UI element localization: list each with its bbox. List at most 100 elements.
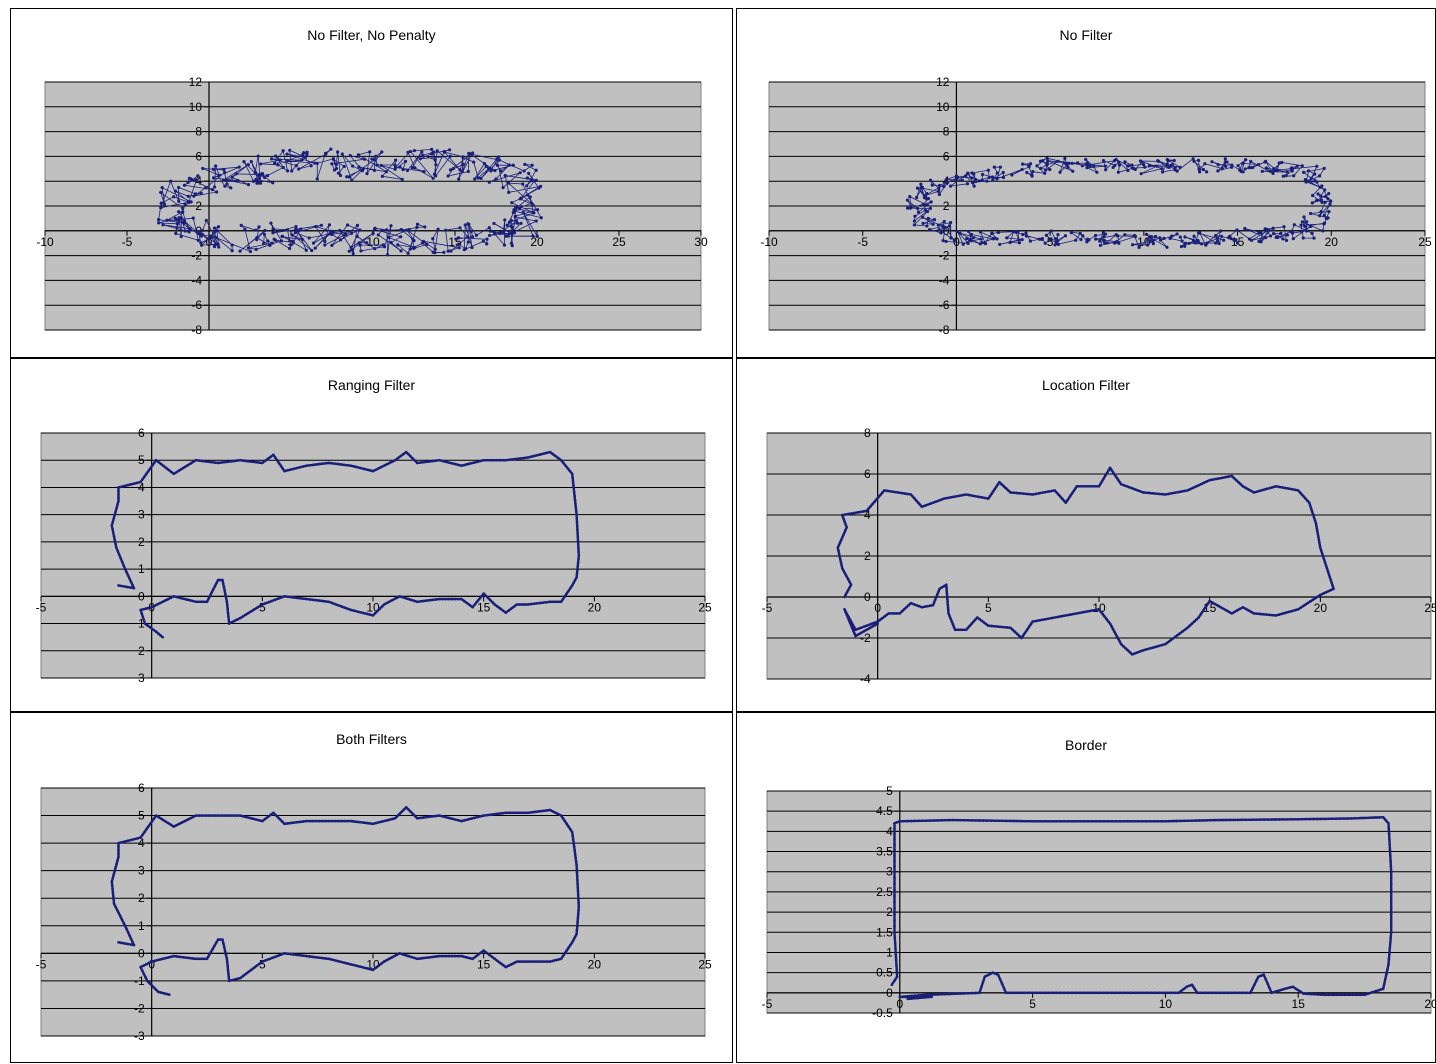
data-point — [340, 152, 344, 156]
data-point — [1102, 235, 1106, 239]
data-point — [523, 456, 527, 460]
data-point — [836, 546, 840, 550]
data-point — [551, 452, 555, 456]
data-point — [1211, 601, 1214, 604]
data-point — [974, 494, 977, 498]
data-point — [368, 150, 372, 154]
data-point — [1057, 493, 1060, 496]
data-point — [1290, 609, 1294, 613]
data-point — [373, 158, 377, 162]
data-point — [276, 954, 280, 957]
data-point — [1101, 158, 1106, 163]
data-point — [204, 218, 208, 223]
data-point — [387, 235, 391, 240]
x-tick-label: 20 — [1314, 601, 1328, 615]
data-point — [932, 993, 936, 996]
data-point — [996, 625, 1000, 628]
data-point — [373, 247, 377, 251]
data-point — [966, 241, 970, 245]
data-point — [915, 186, 920, 190]
data-point — [1074, 991, 1078, 995]
data-point — [575, 524, 579, 528]
data-point — [441, 815, 444, 818]
data-point — [110, 884, 114, 887]
data-point — [1188, 624, 1192, 627]
data-point — [419, 816, 422, 820]
data-point — [501, 230, 505, 234]
data-point — [1300, 817, 1304, 821]
data-point — [374, 821, 378, 825]
data-point — [575, 875, 579, 878]
data-point — [261, 603, 264, 606]
data-point — [880, 617, 884, 620]
data-point — [575, 513, 578, 516]
data-point — [561, 954, 565, 958]
data-point — [515, 603, 519, 606]
data-point — [1387, 957, 1391, 961]
data-point — [1267, 228, 1271, 232]
data-point — [1320, 184, 1324, 188]
data-point — [504, 811, 508, 815]
data-point — [576, 568, 579, 572]
data-point — [466, 169, 470, 174]
data-point — [559, 600, 563, 604]
data-point — [172, 472, 176, 476]
data-point — [493, 957, 497, 961]
data-point — [1388, 854, 1392, 857]
data-point — [1203, 991, 1207, 995]
data-point — [224, 593, 227, 596]
data-point — [507, 609, 510, 612]
data-point — [1199, 991, 1203, 995]
data-point — [311, 955, 315, 959]
data-point — [404, 596, 407, 600]
data-point — [415, 225, 419, 229]
data-point — [526, 193, 530, 197]
data-point — [1161, 991, 1165, 995]
data-point — [393, 163, 397, 167]
data-point — [885, 489, 889, 493]
data-point — [230, 249, 234, 253]
data-point — [305, 597, 308, 601]
data-point — [115, 506, 118, 510]
data-point — [194, 814, 198, 817]
data-point — [1314, 198, 1319, 203]
data-point — [177, 199, 181, 203]
data-point — [407, 808, 410, 811]
data-point — [379, 163, 383, 168]
data-point — [529, 179, 534, 183]
data-point — [492, 221, 496, 226]
data-point — [1217, 241, 1221, 246]
data-point — [498, 812, 501, 815]
data-point — [123, 567, 127, 571]
data-point — [1034, 492, 1038, 496]
data-point — [1124, 646, 1127, 650]
data-point — [1104, 241, 1109, 245]
data-point — [545, 600, 549, 604]
data-point — [1102, 238, 1106, 243]
data-point — [1382, 982, 1386, 986]
data-point — [315, 177, 319, 181]
data-point — [147, 469, 150, 473]
data-point — [272, 811, 275, 815]
data-point — [1301, 604, 1305, 608]
data-point — [110, 524, 114, 527]
data-point — [998, 165, 1003, 169]
data-point — [503, 218, 507, 222]
data-point — [1103, 819, 1106, 823]
data-point — [117, 911, 121, 915]
data-point — [474, 233, 479, 237]
data-point — [1327, 589, 1330, 593]
y-tick-label: 10 — [189, 100, 203, 114]
data-point — [380, 228, 384, 233]
data-point — [486, 596, 490, 600]
data-point — [142, 618, 146, 622]
data-point — [114, 866, 117, 869]
data-point — [248, 460, 251, 463]
x-tick-label: 5 — [1029, 997, 1036, 1011]
data-point — [116, 503, 119, 506]
data-point — [1114, 240, 1119, 244]
data-point — [485, 813, 489, 817]
data-point — [551, 959, 555, 963]
data-point — [1118, 640, 1122, 643]
data-point — [1040, 237, 1044, 241]
